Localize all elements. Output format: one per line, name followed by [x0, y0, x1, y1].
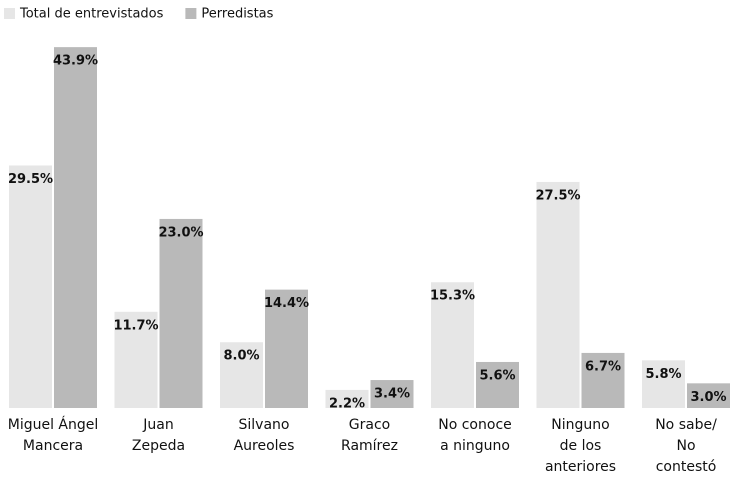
bar: [536, 181, 580, 408]
category-label: Silvano: [239, 417, 290, 433]
value-label: 27.5%: [535, 188, 580, 203]
value-label: 2.2%: [329, 396, 365, 411]
bar: [642, 360, 685, 408]
bar: [581, 352, 625, 408]
category-label: Mancera: [23, 438, 83, 454]
value-label: 15.3%: [430, 289, 475, 304]
bar: [476, 361, 519, 408]
value-label: 3.0%: [690, 390, 726, 405]
category-label: contestó: [656, 459, 717, 475]
value-label: 3.4%: [374, 387, 410, 402]
bar: [54, 47, 97, 408]
category-label: Graco: [349, 417, 390, 433]
bar: [265, 289, 308, 408]
bar: [325, 389, 369, 408]
category-label: No conoce: [438, 417, 512, 433]
category-label: Ninguno: [551, 417, 609, 433]
bar: [159, 218, 203, 408]
category-label: Miguel Ángel: [8, 416, 99, 433]
value-label: 5.6%: [479, 368, 515, 383]
category-label: a ninguno: [440, 438, 510, 454]
category-label: No sabe/: [655, 417, 717, 433]
value-label: 8.0%: [223, 349, 259, 364]
value-label: 43.9%: [53, 54, 98, 69]
category-label: Ramírez: [341, 438, 398, 454]
category-label: No: [676, 438, 695, 454]
value-label: 23.0%: [158, 225, 203, 240]
bar: [9, 165, 52, 408]
legend-swatch: [185, 8, 197, 19]
category-label: Juan: [142, 417, 173, 433]
bar: [220, 342, 263, 408]
legend-label: Perredistas: [201, 7, 273, 22]
value-label: 14.4%: [264, 296, 309, 311]
value-label: 11.7%: [113, 318, 158, 333]
category-label: Aureoles: [234, 438, 295, 454]
value-label: 6.7%: [585, 359, 621, 374]
category-label: Zepeda: [132, 438, 185, 454]
value-label: 5.8%: [645, 367, 681, 382]
legend-label: Total de entrevistados: [19, 7, 164, 22]
category-label: de los: [560, 438, 602, 454]
category-label: anteriores: [545, 459, 616, 475]
bar: [370, 380, 414, 408]
bar: [687, 383, 730, 408]
value-label: 29.5%: [8, 172, 53, 187]
bar: [114, 311, 158, 408]
bar: [431, 282, 474, 408]
legend-swatch: [4, 8, 15, 19]
